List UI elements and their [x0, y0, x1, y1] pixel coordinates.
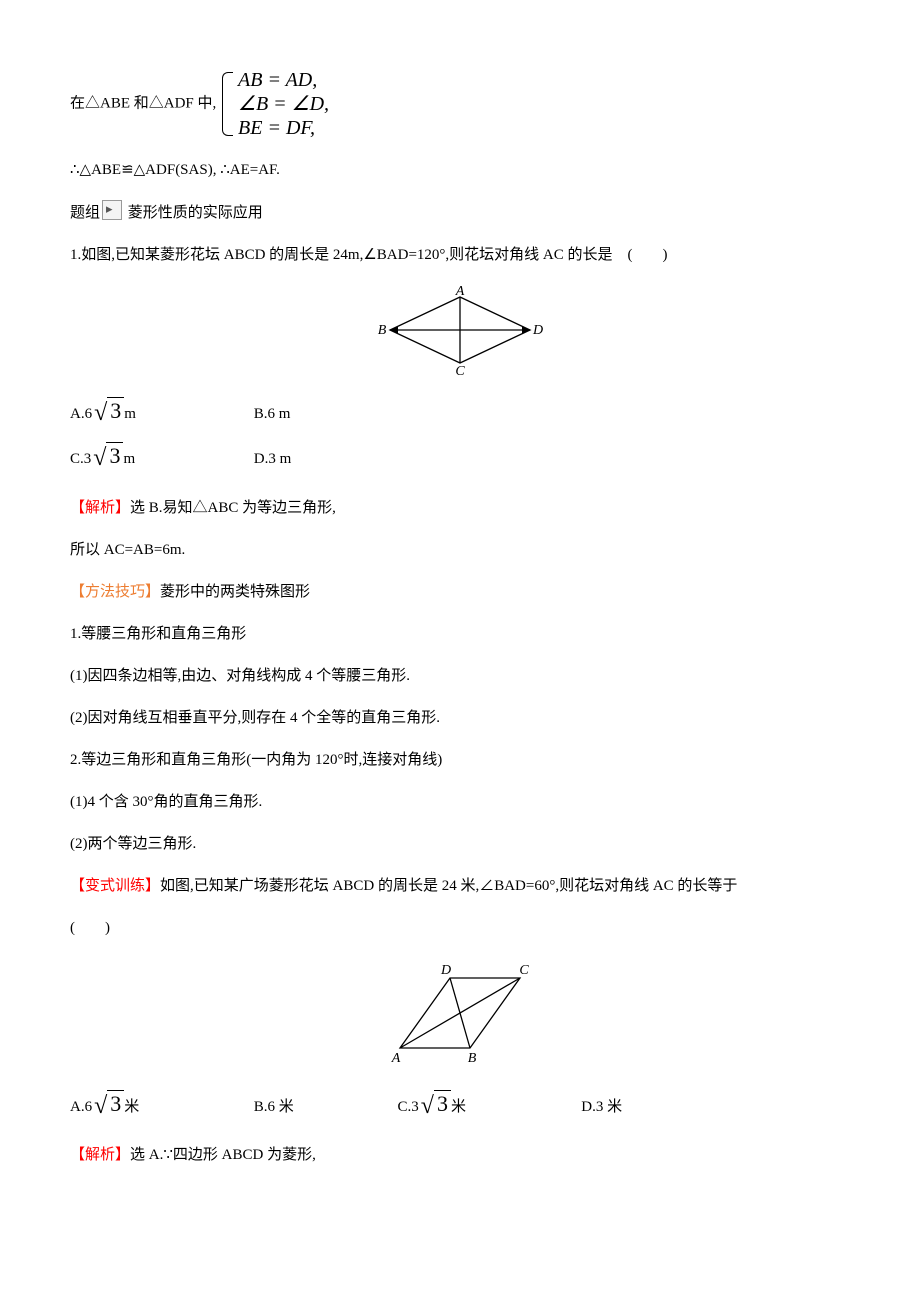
sqrt-icon: √3: [92, 1086, 124, 1125]
rhombus-svg-2: A B C D: [360, 958, 560, 1068]
sqrt-icon: √3: [419, 1086, 451, 1125]
label-C2: C: [519, 963, 529, 978]
variant-options: A.6√3米 B.6 米 C.3√3米 D.3 米: [70, 1086, 850, 1125]
cases-brace: AB = AD, ∠B = ∠D, BE = DF,: [220, 68, 329, 140]
rhombus-svg-1: A B C D: [370, 285, 550, 375]
case-line-3: BE = DF,: [238, 116, 329, 140]
q1-optA: A.6√3m: [70, 393, 250, 432]
proof-block: 在△ABE 和△ADF 中, AB = AD, ∠B = ∠D, BE = DF…: [70, 68, 850, 140]
label-C: C: [455, 364, 465, 375]
method-p1: (1)因四条边相等,由边、对角线构成 4 个等腰三角形.: [70, 664, 850, 688]
label-D: D: [532, 323, 543, 338]
sqrt-icon: √3: [91, 438, 123, 477]
method-p2: (2)因对角线互相垂直平分,则存在 4 个全等的直角三角形.: [70, 706, 850, 730]
analysis-1: 【解析】选 B.易知△ABC 为等边三角形,: [70, 496, 850, 520]
q1-options-row1: A.6√3m B.6 m: [70, 393, 850, 432]
variant-stem: 如图,已知某广场菱形花坛 ABCD 的周长是 24 米,∠BAD=60°,则花坛…: [160, 878, 737, 894]
variant-optC: C.3√3米: [398, 1086, 578, 1125]
q1-optD: D.3 m: [254, 447, 434, 471]
analysis-1-line2: 所以 AC=AB=6m.: [70, 538, 850, 562]
proof-intro: 在△ABE 和△ADF 中,: [70, 95, 216, 111]
method-p3: (1)4 个含 30°角的直角三角形.: [70, 790, 850, 814]
section-icon: [102, 200, 122, 220]
case-line-1: AB = AD,: [238, 68, 329, 92]
q1-options-row2: C.3√3m D.3 m: [70, 438, 850, 477]
method-title: 菱形中的两类特殊图形: [160, 584, 310, 600]
analysis-label: 【解析】: [70, 500, 130, 516]
section-prefix: 题组: [70, 205, 100, 221]
q1-optC: C.3√3m: [70, 438, 250, 477]
variant-optD: D.3 米: [581, 1095, 721, 1119]
analysis2-label: 【解析】: [70, 1147, 130, 1163]
variant-optA: A.6√3米: [70, 1086, 250, 1125]
label-B2: B: [468, 1051, 477, 1066]
analysis-text: 选 B.易知△ABC 为等边三角形,: [130, 500, 336, 516]
variant-label: 【变式训练】: [70, 878, 160, 894]
method-h2: 2.等边三角形和直角三角形(一内角为 120°时,连接对角线): [70, 748, 850, 772]
q1-stem: 1.如图,已知某菱形花坛 ABCD 的周长是 24m,∠BAD=120°,则花坛…: [70, 243, 850, 267]
label-D2: D: [440, 963, 451, 978]
method-label: 【方法技巧】: [70, 584, 160, 600]
variant-blank: ( ): [70, 916, 850, 940]
q1-diagram: A B C D: [70, 285, 850, 383]
label-A: A: [455, 285, 465, 299]
section-title: 菱形性质的实际应用: [128, 205, 263, 221]
proof-conclusion: ∴△ABE≌△ADF(SAS), ∴AE=AF.: [70, 158, 850, 182]
variant-diagram: A B C D: [70, 958, 850, 1076]
variant-stem-line: 【变式训练】如图,已知某广场菱形花坛 ABCD 的周长是 24 米,∠BAD=6…: [70, 874, 850, 898]
variant-optB: B.6 米: [254, 1095, 394, 1119]
sqrt-icon: √3: [92, 393, 124, 432]
analysis-2: 【解析】选 A.∵四边形 ABCD 为菱形,: [70, 1143, 850, 1167]
method-p4: (2)两个等边三角形.: [70, 832, 850, 856]
analysis2-text: 选 A.∵四边形 ABCD 为菱形,: [130, 1147, 316, 1163]
label-A2: A: [391, 1051, 401, 1066]
section-header: 题组 菱形性质的实际应用: [70, 200, 850, 225]
method-h1: 1.等腰三角形和直角三角形: [70, 622, 850, 646]
method-header: 【方法技巧】菱形中的两类特殊图形: [70, 580, 850, 604]
case-line-2: ∠B = ∠D,: [238, 92, 329, 116]
label-B: B: [378, 323, 387, 338]
q1-optB: B.6 m: [254, 402, 434, 426]
